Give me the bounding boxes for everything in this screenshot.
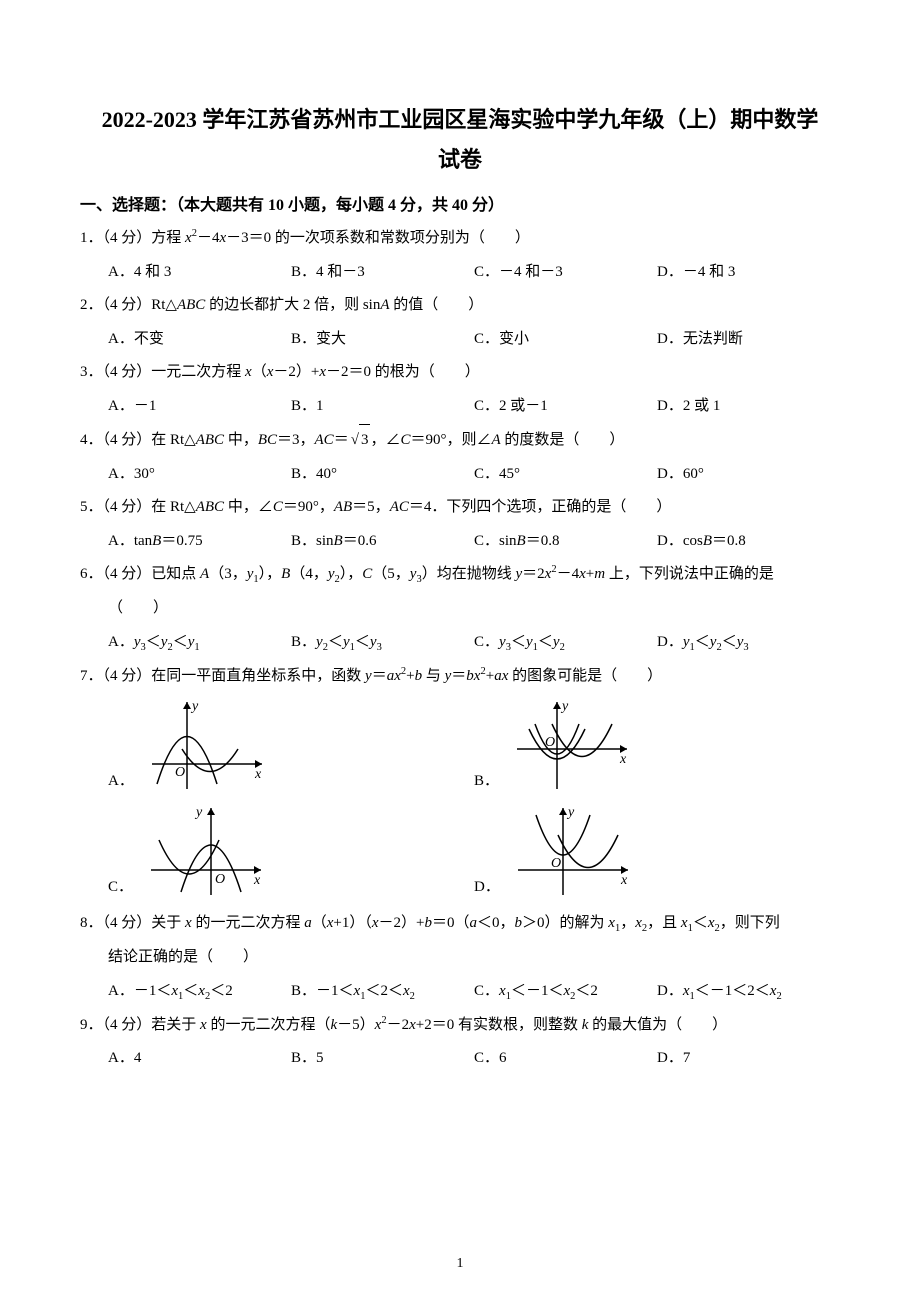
q9-choices: A．4 B．5 C．6 D．7 xyxy=(80,1043,840,1075)
q7-choice-a: A． O x y xyxy=(108,694,474,794)
q9-choice-b: B．5 xyxy=(291,1043,474,1075)
svg-text:y: y xyxy=(190,699,199,714)
q6-choice-a: A．y3＜y2＜y1 xyxy=(108,627,291,659)
svg-text:x: x xyxy=(253,873,261,888)
q1-stem-prefix: 1．（4 分）方程 xyxy=(80,230,185,246)
question-5: 5．（4 分）在 Rt△ABC 中，∠C＝90°，AB＝5，AC＝4．下列四个选… xyxy=(80,492,840,524)
q1-choice-a: A．4 和 3 xyxy=(108,257,291,289)
q7-label-a: A． xyxy=(108,769,134,794)
svg-text:O: O xyxy=(551,856,561,871)
q7-label-c: C． xyxy=(108,875,133,900)
q7-label-d: D． xyxy=(474,875,500,900)
q8-choice-b: B．－1＜x1＜2＜x2 xyxy=(291,976,474,1008)
q8-choice-a: A．－1＜x1＜x2＜2 xyxy=(108,976,291,1008)
q1-choice-c: C．－4 和－3 xyxy=(474,257,657,289)
question-3: 3．（4 分）一元二次方程 x（x－2）+x－2＝0 的根为（ ） xyxy=(80,357,840,389)
q4-choice-c: C．45° xyxy=(474,459,657,491)
q5-choice-a: A．tanB＝0.75 xyxy=(108,526,291,558)
question-2: 2．（4 分）Rt△ABC 的边长都扩大 2 倍，则 sinA 的值（ ） xyxy=(80,290,840,322)
q5-choice-b: B．sinB＝0.6 xyxy=(291,526,474,558)
svg-text:O: O xyxy=(215,872,225,887)
exam-title: 2022-2023 学年江苏省苏州市工业园区星海实验中学九年级（上）期中数学 试… xyxy=(80,100,840,179)
question-4: 4．（4 分）在 Rt△ABC 中，BC＝3，AC＝3，∠C＝90°，则∠A 的… xyxy=(80,424,840,457)
q3-choices: A．－1 B．1 C．2 或－1 D．2 或 1 xyxy=(80,391,840,423)
q4-sqrt: 3 xyxy=(359,424,371,457)
q1-math: x xyxy=(185,230,192,246)
q2-choice-a: A．不变 xyxy=(108,324,291,356)
q2-choice-b: B．变大 xyxy=(291,324,474,356)
q7-graph-choices: A． O x y B． O xyxy=(80,694,840,906)
q7-choice-c: C． O x y xyxy=(108,800,474,900)
q7-choice-d: D． O x y xyxy=(474,800,840,900)
question-9: 9．（4 分）若关于 x 的一元二次方程（k－5）x2－2x+2＝0 有实数根，… xyxy=(80,1010,840,1042)
q4-choice-b: B．40° xyxy=(291,459,474,491)
q7-graph-d: O x y xyxy=(508,800,638,900)
q4-choice-a: A．30° xyxy=(108,459,291,491)
svg-text:y: y xyxy=(566,805,575,820)
q8-choice-c: C．x1＜－1＜x2＜2 xyxy=(474,976,657,1008)
page-number: 1 xyxy=(0,1256,920,1272)
q6-choice-b: B．y2＜y1＜y3 xyxy=(291,627,474,659)
q7-graph-b: O x y xyxy=(507,694,637,794)
exam-page: 2022-2023 学年江苏省苏州市工业园区星海实验中学九年级（上）期中数学 试… xyxy=(0,0,920,1302)
q7-graph-c: O x y xyxy=(141,800,271,900)
q2-choice-c: C．变小 xyxy=(474,324,657,356)
svg-text:y: y xyxy=(560,699,569,714)
title-line-1: 2022-2023 学年江苏省苏州市工业园区星海实验中学九年级（上）期中数学 xyxy=(102,107,819,132)
q3-choice-b: B．1 xyxy=(291,391,474,423)
svg-text:y: y xyxy=(194,805,203,820)
q5-choice-c: C．sinB＝0.8 xyxy=(474,526,657,558)
q3-choice-a: A．－1 xyxy=(108,391,291,423)
q7-graph-a: O x y xyxy=(142,694,272,794)
question-1: 1．（4 分）方程 x2－4x－3＝0 的一次项系数和常数项分别为（ ） xyxy=(80,223,840,255)
question-8-line2: 结论正确的是（ ） xyxy=(80,942,840,974)
title-line-2: 试卷 xyxy=(438,147,482,172)
q2-choice-d: D．无法判断 xyxy=(657,324,840,356)
q1-choice-b: B．4 和－3 xyxy=(291,257,474,289)
q1-choices: A．4 和 3 B．4 和－3 C．－4 和－3 D．－4 和 3 xyxy=(80,257,840,289)
q9-choice-a: A．4 xyxy=(108,1043,291,1075)
q6-choices: A．y3＜y2＜y1 B．y2＜y1＜y3 C．y3＜y1＜y2 D．y1＜y2… xyxy=(80,627,840,659)
q7-choice-b: B． O x y xyxy=(474,694,840,794)
question-7: 7．（4 分）在同一平面直角坐标系中，函数 y＝ax2+b 与 y＝bx2+ax… xyxy=(80,661,840,693)
question-8: 8．（4 分）关于 x 的一元二次方程 a（x+1）（x－2）+b＝0（a＜0，… xyxy=(80,908,840,940)
section-1-header: 一、选择题：（本大题共有 10 小题，每小题 4 分，共 40 分） xyxy=(80,191,840,215)
q2-choices: A．不变 B．变大 C．变小 D．无法判断 xyxy=(80,324,840,356)
q5-choices: A．tanB＝0.75 B．sinB＝0.6 C．sinB＝0.8 D．cosB… xyxy=(80,526,840,558)
question-6-line2: （ ） xyxy=(80,593,840,625)
q4-choices: A．30° B．40° C．45° D．60° xyxy=(80,459,840,491)
q8-choice-d: D．x1＜－1＜2＜x2 xyxy=(657,976,840,1008)
q6-choice-c: C．y3＜y1＜y2 xyxy=(474,627,657,659)
svg-text:x: x xyxy=(620,873,628,888)
q8-choices: A．－1＜x1＜x2＜2 B．－1＜x1＜2＜x2 C．x1＜－1＜x2＜2 D… xyxy=(80,976,840,1008)
svg-text:x: x xyxy=(619,752,627,767)
question-6: 6．（4 分）已知点 A（3，y1），B（4，y2），C（5，y3）均在抛物线 … xyxy=(80,559,840,591)
svg-text:O: O xyxy=(175,765,185,780)
q4-choice-d: D．60° xyxy=(657,459,840,491)
q3-choice-d: D．2 或 1 xyxy=(657,391,840,423)
q7-label-b: B． xyxy=(474,769,499,794)
q1-choice-d: D．－4 和 3 xyxy=(657,257,840,289)
q3-choice-c: C．2 或－1 xyxy=(474,391,657,423)
q9-choice-c: C．6 xyxy=(474,1043,657,1075)
q5-choice-d: D．cosB＝0.8 xyxy=(657,526,840,558)
q1-stem-suffix: 的一次项系数和常数项分别为（ ） xyxy=(271,230,530,246)
q6-choice-d: D．y1＜y2＜y3 xyxy=(657,627,840,659)
svg-text:x: x xyxy=(254,767,262,782)
q9-choice-d: D．7 xyxy=(657,1043,840,1075)
